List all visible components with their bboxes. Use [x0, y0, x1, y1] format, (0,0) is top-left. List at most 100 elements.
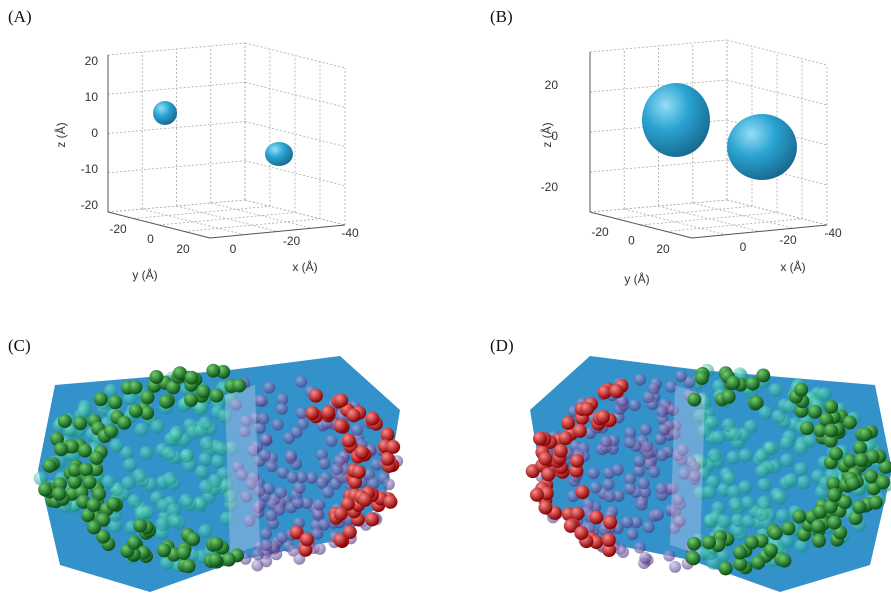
- atom: [333, 506, 348, 521]
- atom: [161, 446, 176, 461]
- atom: [811, 519, 826, 534]
- grid-line: [692, 202, 794, 229]
- atom: [271, 418, 284, 431]
- atom: [109, 438, 124, 453]
- atom: [106, 496, 121, 511]
- grid-line: [244, 199, 346, 226]
- atom: [716, 548, 731, 563]
- density-blob: [727, 114, 797, 180]
- atom: [354, 445, 369, 460]
- atom: [553, 443, 568, 458]
- atom: [351, 464, 366, 479]
- atom: [257, 412, 270, 425]
- atom: [140, 505, 155, 520]
- atom: [380, 427, 395, 442]
- atom: [334, 393, 349, 408]
- atom: [238, 425, 251, 438]
- x-tick-label: 0: [740, 240, 747, 254]
- atom: [176, 545, 191, 560]
- atom: [67, 462, 82, 477]
- atom: [656, 449, 669, 462]
- atom: [358, 492, 373, 507]
- atom: [265, 460, 278, 473]
- atom: [686, 551, 701, 566]
- atom: [664, 503, 677, 516]
- atom: [768, 383, 783, 398]
- atom: [305, 471, 318, 484]
- atom: [290, 426, 303, 439]
- atom: [380, 451, 395, 466]
- atom: [140, 390, 155, 405]
- atom: [589, 481, 602, 494]
- atom: [195, 465, 210, 480]
- atom: [193, 401, 208, 416]
- atom: [793, 462, 808, 477]
- atom: [275, 402, 288, 415]
- atom: [284, 449, 297, 462]
- atom: [727, 427, 742, 442]
- axis-line: [209, 224, 346, 239]
- atom: [92, 487, 107, 502]
- atom: [687, 536, 702, 551]
- grid-line: [107, 121, 246, 134]
- atom: [603, 515, 618, 530]
- panel-label: (A): [8, 7, 32, 26]
- atom: [224, 441, 239, 456]
- atom: [738, 448, 753, 463]
- atom: [346, 408, 361, 423]
- atom: [705, 474, 720, 489]
- atom: [117, 415, 132, 430]
- atom: [333, 419, 348, 434]
- atom: [529, 487, 544, 502]
- y-tick-label: -20: [591, 225, 609, 239]
- atom: [651, 508, 664, 521]
- atom: [382, 478, 395, 491]
- atom: [779, 453, 794, 468]
- atom: [305, 406, 320, 421]
- atom: [641, 440, 654, 453]
- atom: [313, 498, 326, 511]
- atom: [315, 448, 328, 461]
- atom: [184, 392, 199, 407]
- atom: [813, 504, 828, 519]
- atom: [89, 450, 104, 465]
- atom: [781, 521, 796, 536]
- atom: [630, 516, 643, 529]
- grid-line: [107, 160, 246, 174]
- atom: [648, 465, 661, 478]
- atom: [104, 424, 119, 439]
- atom: [321, 405, 336, 420]
- atom: [754, 507, 769, 522]
- atom: [721, 389, 736, 404]
- atom: [823, 433, 838, 448]
- atom: [730, 513, 745, 528]
- atom: [57, 414, 72, 429]
- atom: [240, 490, 253, 503]
- atom: [561, 415, 576, 430]
- atom: [258, 449, 271, 462]
- atom: [149, 369, 164, 384]
- atom: [295, 471, 308, 484]
- atom: [159, 394, 174, 409]
- atom: [209, 536, 224, 551]
- atom: [741, 514, 756, 529]
- atom: [711, 430, 726, 445]
- atom: [602, 543, 617, 558]
- atom: [196, 384, 211, 399]
- grid-line: [210, 202, 312, 229]
- atom: [167, 513, 182, 528]
- atom: [611, 463, 624, 476]
- atom: [868, 495, 883, 510]
- atom: [108, 519, 123, 534]
- atom: [253, 484, 266, 497]
- atom: [255, 395, 268, 408]
- atom: [587, 467, 600, 480]
- atom: [853, 440, 868, 455]
- panel-label: (D): [490, 336, 514, 355]
- atom: [843, 453, 858, 468]
- atom: [260, 539, 273, 552]
- atom: [33, 471, 48, 486]
- atom: [311, 527, 324, 540]
- atom: [262, 482, 275, 495]
- atom: [121, 475, 136, 490]
